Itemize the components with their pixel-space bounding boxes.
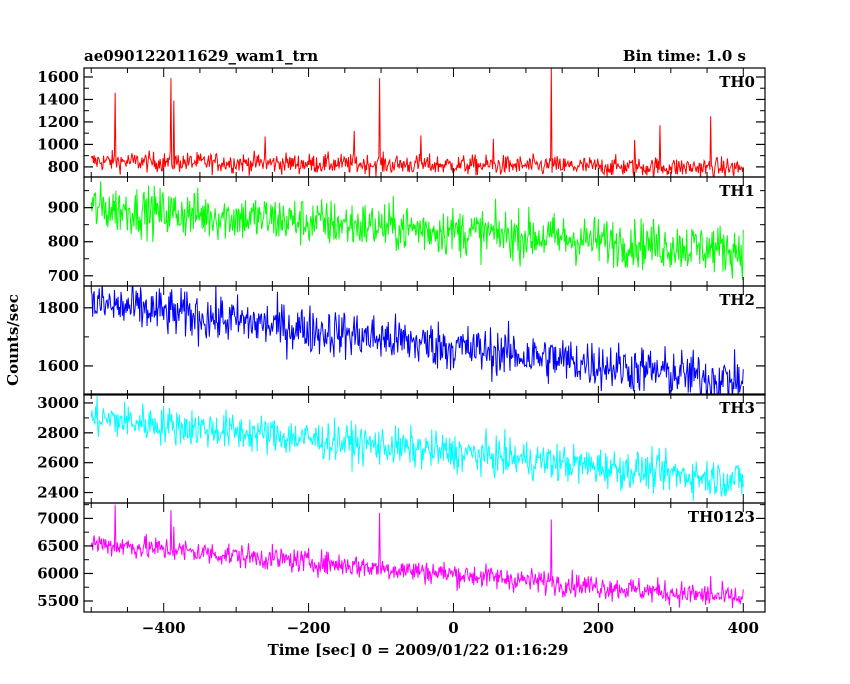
panel-th3: 2400 2600 2800 3000 TH3 <box>37 393 766 504</box>
panel-th1: 700 800 900 TH1 <box>48 176 766 287</box>
chart-subtitle: Bin time: 1.0 s <box>623 47 746 65</box>
x-tick-label: −400 <box>142 619 186 637</box>
series-th1 <box>90 181 744 281</box>
series-th0 <box>90 68 744 177</box>
panel-label: TH0 <box>719 73 755 91</box>
series-th3 <box>90 396 744 502</box>
x-axis: −400 −200 0 200 400 <box>142 619 759 637</box>
y-tick-label: 1400 <box>37 90 79 108</box>
y-tick-label: 2400 <box>37 484 79 502</box>
panel-th0: 800 1000 1200 1400 1600 TH0 <box>37 67 766 178</box>
y-tick-label: 2600 <box>37 454 79 472</box>
y-tick-label: 6500 <box>37 537 79 555</box>
panel-label: TH1 <box>719 182 755 200</box>
y-tick-label: 1600 <box>37 68 79 86</box>
panel-label: TH3 <box>719 399 755 417</box>
x-axis-label: Time [sec] 0 = 2009/01/22 01:16:29 <box>268 641 569 659</box>
y-tick-label: 900 <box>48 199 79 217</box>
panel-th0123: 5500 6000 6500 7000 TH0123 <box>37 502 766 613</box>
series-th0123 <box>90 504 744 609</box>
chart-title: ae090122011629_wam1_trn <box>84 47 318 65</box>
y-tick-label: 800 <box>48 158 79 176</box>
series-th2 <box>90 286 744 395</box>
y-tick-label: 7000 <box>37 509 79 527</box>
panel-frame <box>83 393 766 504</box>
panels: 800 1000 1200 1400 1600 TH0 700 800 900 TH1 1600 18… <box>37 67 766 613</box>
x-tick-label: 400 <box>728 619 759 637</box>
y-tick-label: 5500 <box>37 592 79 610</box>
y-tick-label: 6000 <box>37 564 79 582</box>
y-tick-label: 800 <box>48 233 79 251</box>
y-tick-label: 3000 <box>37 394 79 412</box>
y-tick-label: 1200 <box>37 113 79 131</box>
y-tick-label: 1000 <box>37 135 79 153</box>
panel-label: TH2 <box>719 291 755 309</box>
y-axis-label: Counts/sec <box>4 294 22 386</box>
x-tick-label: 200 <box>583 619 614 637</box>
x-tick-label: −200 <box>287 619 331 637</box>
panel-th2: 1600 1800 TH2 <box>37 285 766 396</box>
x-tick-label: 0 <box>448 619 458 637</box>
panel-frame <box>83 502 766 613</box>
y-tick-label: 2800 <box>37 424 79 442</box>
y-tick-label: 700 <box>48 267 79 285</box>
y-tick-label: 1600 <box>37 357 79 375</box>
y-tick-label: 1800 <box>37 299 79 317</box>
panel-frame <box>83 285 766 396</box>
panel-label: TH0123 <box>688 508 755 526</box>
